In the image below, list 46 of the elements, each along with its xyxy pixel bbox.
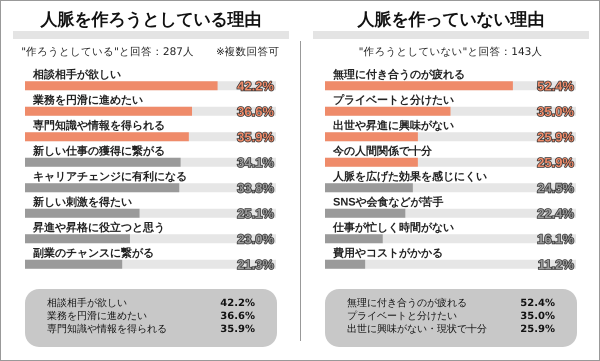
data-label: 11.2%	[538, 256, 574, 272]
chart-subtitle: "作ろうとしている"と回答：287人 ※複数回答可	[20, 45, 281, 59]
bar	[325, 260, 366, 269]
data-label: 35.9%	[237, 129, 274, 144]
y-tick-label: 新しい仕事の獲得に繋がる	[32, 144, 165, 158]
text: 35.9%	[220, 323, 255, 336]
text: 42.2%	[220, 297, 255, 310]
y-tick-label: 相談相手が欲しい	[32, 68, 121, 81]
text: 25.9%	[520, 323, 555, 336]
y-tick-label: 副業のチャンスに繋がる	[33, 246, 154, 260]
chart-title: 人脈を作っていない理由	[313, 9, 589, 39]
data-label: 22.4%	[537, 206, 574, 221]
y-tick-label: プライベートと分けたい	[333, 93, 454, 106]
data-label: 25.1%	[237, 206, 274, 221]
data-label: 52.4%	[537, 78, 574, 94]
text: 52.4%	[520, 297, 555, 310]
y-tick-label: 費用やコストがかかる	[332, 246, 443, 260]
y-tick-label: 人脈を広げた効果を感じにくい	[332, 170, 487, 183]
data-label: 23.0%	[237, 231, 274, 246]
bar	[325, 234, 383, 244]
y-tick-label: 無理に付き合うのが疲れる	[332, 68, 465, 81]
data-label: 42.2%	[237, 78, 274, 94]
chart-title: 人脈を作ろうとしている理由	[13, 9, 289, 39]
y-tick-label: 昇進や昇格に役立つと思う	[32, 220, 165, 234]
data-label: 36.6%	[237, 104, 274, 119]
text: 36.6%	[220, 310, 255, 323]
y-tick-label: キャリアチェンジに有利になる	[33, 170, 187, 183]
data-label: 35.0%	[537, 104, 574, 119]
data-label: 21.3%	[237, 256, 274, 272]
y-tick-label: 仕事が忙しく時間がない	[332, 220, 454, 234]
y-tick-label: 今の人間関係で十分	[332, 144, 433, 158]
data-label: 25.9%	[537, 129, 574, 144]
data-label: 24.5%	[537, 180, 574, 196]
y-tick-label: 業務を円滑に進めたい	[32, 93, 143, 106]
chart-subtitle: "作ろうとしていない"と回答：143人	[358, 45, 544, 59]
y-tick-label: 出世や昇進に興味がない	[333, 118, 454, 132]
text: 出世に興味がない・現状で十分	[347, 323, 488, 336]
y-tick-label: SNSや会食などが苦手	[333, 195, 444, 208]
y-tick-label: 新しい刺激を得たい	[32, 195, 132, 208]
text: 35.0%	[520, 310, 555, 323]
y-tick-label: 専門知識や情報を得られる	[32, 118, 165, 132]
data-label: 34.1%	[237, 154, 274, 170]
data-label: 16.1%	[537, 231, 574, 246]
data-label: 25.9%	[537, 154, 574, 170]
bar	[325, 208, 406, 218]
data-label: 33.8%	[237, 180, 274, 196]
